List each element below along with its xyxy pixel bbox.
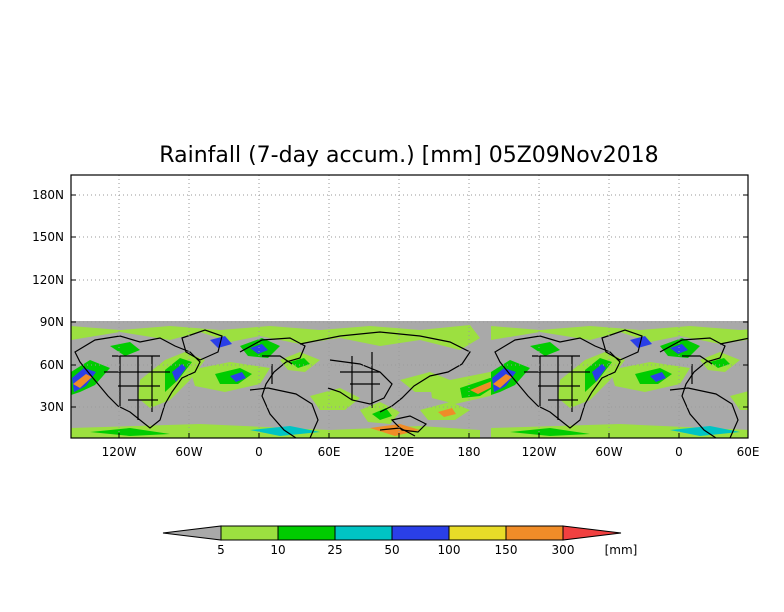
x-tick-label: 60W — [175, 445, 202, 459]
colorbar-label: 50 — [384, 543, 399, 557]
y-axis: 180N 150N 120N 90N 60N 30N — [32, 188, 748, 414]
x-tick-label: 120W — [522, 445, 557, 459]
colorbar-bin — [505, 525, 564, 541]
colorbar-max-arrow — [562, 525, 622, 541]
colorbar-label: 150 — [495, 543, 518, 557]
colorbar: 5 10 25 50 100 150 300 [mm] — [162, 525, 638, 557]
colorbar-label: 5 — [217, 543, 225, 557]
colorbar-bin — [277, 525, 336, 541]
figure-title: Rainfall (7-day accum.) [mm] 05Z09Nov201… — [159, 143, 658, 168]
plot-frame — [70, 174, 749, 439]
y-tick-label: 120N — [32, 273, 64, 287]
x-tick-label: 180 — [458, 445, 481, 459]
colorbar-min-arrow — [162, 525, 222, 541]
rainfall-shading — [71, 325, 748, 438]
colorbar-label: 300 — [552, 543, 575, 557]
x-tick-label: 0 — [255, 445, 263, 459]
colorbar-bin — [220, 525, 279, 541]
colorbar-label: 25 — [327, 543, 342, 557]
x-tick-label: 60E — [318, 445, 341, 459]
x-tick-label: 120W — [102, 445, 137, 459]
x-tick-label: 60W — [595, 445, 622, 459]
x-tick-label: 120E — [384, 445, 415, 459]
colorbar-bin — [391, 525, 450, 541]
colorbar-label: 10 — [270, 543, 285, 557]
y-tick-label: 30N — [40, 400, 64, 414]
colorbar-label: 100 — [438, 543, 461, 557]
coastlines — [74, 329, 748, 438]
colorbar-bin — [334, 525, 393, 541]
y-tick-label: 150N — [32, 230, 64, 244]
colorbar-unit-label: [mm] — [605, 543, 638, 557]
y-tick-label: 180N — [32, 188, 64, 202]
graticule — [71, 175, 748, 438]
y-tick-label: 60N — [40, 358, 64, 372]
y-tick-label: 90N — [40, 315, 64, 329]
colorbar-bin — [448, 525, 507, 541]
x-tick-label: 60E — [737, 445, 760, 459]
x-tick-label: 0 — [675, 445, 683, 459]
x-axis: 120W 60W 0 60E 120E 180 120W 60W 0 60E — [102, 433, 760, 459]
